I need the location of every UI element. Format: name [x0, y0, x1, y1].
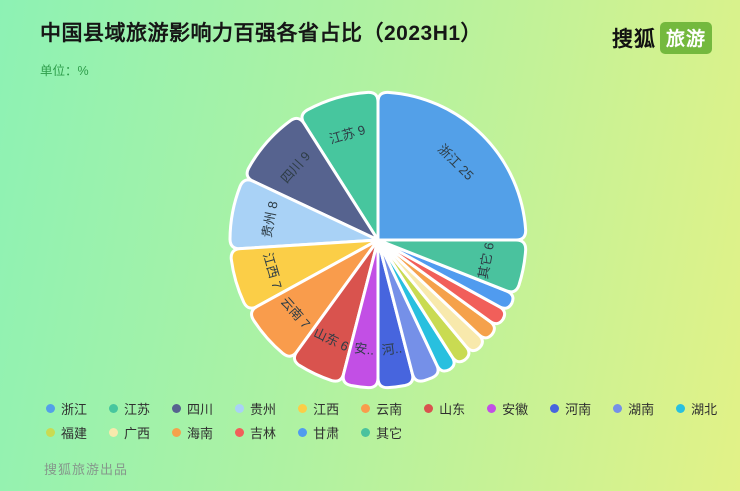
- legend-item-吉林[interactable]: 吉林: [235, 423, 276, 442]
- legend-item-甘肃[interactable]: 甘肃: [298, 423, 339, 442]
- legend-item-福建[interactable]: 福建: [46, 423, 87, 442]
- legend-item-山东[interactable]: 山东: [424, 399, 465, 418]
- legend-dot-icon: [676, 404, 686, 413]
- pie-slice-浙江[interactable]: [376, 90, 528, 242]
- legend-item-湖南[interactable]: 湖南: [613, 399, 654, 418]
- legend-row: 福建 广西 海南 吉林 甘肃 其它: [46, 423, 726, 442]
- legend-item-贵州[interactable]: 贵州: [235, 399, 276, 418]
- chart-title: 中国县域旅游影响力百强各省占比（2023H1）: [40, 22, 483, 45]
- legend-item-云南[interactable]: 云南: [361, 399, 402, 418]
- legend-label: 江苏: [124, 402, 151, 417]
- pie-slice-安徽[interactable]: [341, 238, 380, 390]
- pie-slice-江苏[interactable]: [300, 90, 380, 242]
- legend-item-江苏[interactable]: 江苏: [109, 399, 150, 418]
- pie-slice-四川[interactable]: [245, 116, 380, 242]
- legend-dot-icon: [172, 404, 182, 413]
- legend-dot-icon: [46, 428, 55, 437]
- legend-label: 山东: [439, 402, 466, 417]
- legend-label: 福建: [61, 426, 88, 441]
- legend-dot-icon: [298, 428, 308, 437]
- legend-label: 贵州: [250, 402, 277, 417]
- legend-item-海南[interactable]: 海南: [172, 423, 213, 442]
- legend-dot-icon: [235, 428, 245, 437]
- legend-label: 湖南: [628, 402, 655, 417]
- legend-label: 海南: [187, 426, 214, 441]
- legend-item-广西[interactable]: 广西: [109, 423, 150, 442]
- chart-legend: 浙江 江苏 四川 贵州 江西 云南 山东 安徽 河南 湖南 湖北福建 广西 海南 吉林 甘肃 其它: [46, 399, 726, 442]
- legend-item-浙江[interactable]: 浙江: [46, 399, 87, 418]
- legend-dot-icon: [361, 428, 371, 437]
- legend-label: 甘肃: [313, 426, 340, 441]
- legend-label: 湖北: [691, 402, 718, 417]
- pie-slice-其它[interactable]: [376, 238, 528, 294]
- legend-item-湖北[interactable]: 湖北: [676, 399, 717, 418]
- pie-slice-label-贵州: 贵州 8: [259, 200, 281, 239]
- pie-slice-label-河南: 河..: [381, 340, 403, 357]
- pie-slice-江西[interactable]: [229, 238, 380, 310]
- legend-dot-icon: [613, 404, 623, 413]
- legend-dot-icon: [172, 428, 182, 437]
- legend-dot-icon: [235, 404, 245, 413]
- legend-label: 四川: [187, 402, 214, 417]
- legend-label: 广西: [124, 426, 151, 441]
- legend-label: 云南: [376, 402, 403, 417]
- legend-label: 吉林: [250, 426, 277, 441]
- sohu-travel-logo: 搜狐 旅游: [612, 22, 712, 54]
- legend-item-安徽[interactable]: 安徽: [487, 399, 528, 418]
- legend-item-河南[interactable]: 河南: [550, 399, 591, 418]
- legend-label: 浙江: [61, 402, 88, 417]
- credit-text: 搜狐旅游出品: [44, 462, 129, 477]
- pie-slice-label-其它: 其它 6: [475, 241, 497, 280]
- pie-slice-label-安徽: 安..: [353, 340, 375, 357]
- legend-dot-icon: [424, 404, 434, 413]
- legend-dot-icon: [109, 404, 119, 413]
- legend-item-其它[interactable]: 其它: [361, 423, 402, 442]
- legend-item-四川[interactable]: 四川: [172, 399, 213, 418]
- legend-dot-icon: [46, 404, 55, 413]
- legend-dot-icon: [361, 404, 371, 413]
- legend-label: 安徽: [502, 402, 529, 417]
- pie-slice-云南[interactable]: [250, 238, 380, 358]
- legend-item-江西[interactable]: 江西: [298, 399, 339, 418]
- legend-dot-icon: [298, 404, 308, 413]
- pie-slice-山东[interactable]: [292, 238, 380, 383]
- legend-row: 浙江 江苏 四川 贵州 江西 云南 山东 安徽 河南 湖南 湖北: [46, 399, 726, 418]
- legend-dot-icon: [487, 404, 497, 413]
- legend-dot-icon: [109, 428, 119, 437]
- pie-slice-贵州[interactable]: [228, 178, 380, 251]
- legend-label: 其它: [376, 426, 403, 441]
- logo-text: 搜狐: [611, 28, 656, 51]
- unit-label: 单位：%: [40, 64, 89, 78]
- legend-dot-icon: [550, 404, 560, 413]
- legend-label: 河南: [565, 402, 592, 417]
- legend-label: 江西: [313, 402, 340, 417]
- logo-badge: 旅游: [659, 22, 712, 54]
